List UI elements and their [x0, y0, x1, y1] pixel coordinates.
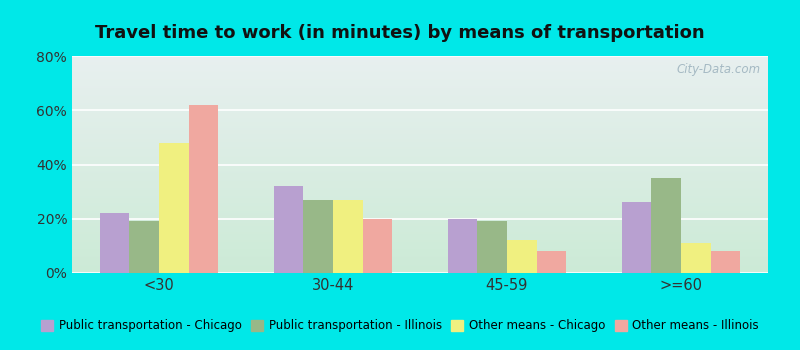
Bar	[274, 186, 303, 273]
Bar	[651, 178, 681, 273]
Bar	[448, 219, 478, 273]
Legend: Public transportation - Chicago, Public transportation - Illinois, Other means -: Public transportation - Chicago, Public …	[36, 315, 764, 337]
Bar	[189, 105, 218, 273]
Bar	[159, 143, 189, 273]
Bar	[130, 222, 159, 273]
Bar	[537, 251, 566, 273]
Bar	[681, 243, 710, 273]
Bar	[507, 240, 537, 273]
Bar	[303, 200, 333, 273]
Text: Travel time to work (in minutes) by means of transportation: Travel time to work (in minutes) by mean…	[95, 25, 705, 42]
Bar	[478, 222, 507, 273]
Bar	[100, 213, 130, 273]
Text: City-Data.com: City-Data.com	[677, 63, 761, 76]
Bar	[362, 219, 392, 273]
Bar	[622, 202, 651, 273]
Bar	[333, 200, 362, 273]
Bar	[710, 251, 740, 273]
